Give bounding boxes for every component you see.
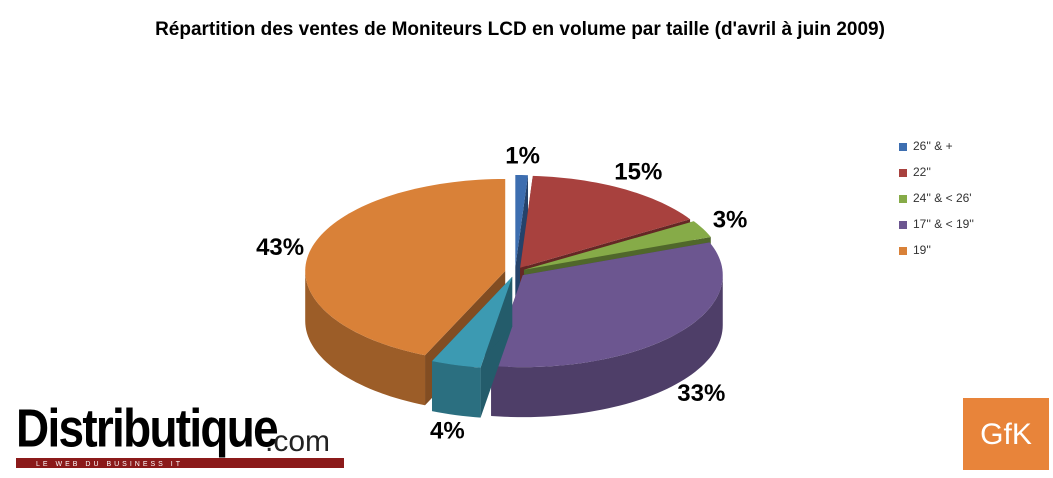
logo-tagline: LE WEB DU BUSINESS IT bbox=[36, 461, 183, 468]
gfk-logo: GfK bbox=[963, 398, 1049, 470]
legend-label: 24'' & < 26' bbox=[913, 191, 972, 205]
data-label: 15% bbox=[614, 159, 662, 186]
slice-side bbox=[491, 275, 723, 418]
legend-swatch bbox=[899, 247, 907, 255]
logo-text: Distributique bbox=[16, 398, 278, 458]
legend-swatch bbox=[899, 143, 907, 151]
slice bbox=[515, 175, 529, 318]
slice-top bbox=[523, 221, 711, 270]
slice-top bbox=[520, 175, 691, 268]
slice bbox=[431, 276, 513, 418]
data-label: 43% bbox=[256, 234, 304, 261]
legend-label: 19'' bbox=[913, 243, 931, 257]
gfk-text: GfK bbox=[980, 418, 1032, 451]
slice bbox=[491, 242, 723, 418]
logo-bar bbox=[16, 458, 344, 468]
slice-top bbox=[305, 178, 506, 356]
slice-cut-face bbox=[515, 175, 529, 318]
slice-side bbox=[431, 361, 481, 418]
legend-swatch bbox=[899, 169, 907, 177]
data-label: 33% bbox=[677, 380, 725, 407]
data-label: 1% bbox=[505, 142, 540, 169]
legend-swatch bbox=[899, 195, 907, 203]
logo-suffix: .com bbox=[265, 425, 330, 458]
legend-label: 22'' bbox=[913, 165, 931, 179]
slice-top bbox=[515, 175, 529, 268]
gfk-box bbox=[963, 398, 1049, 470]
slice-top bbox=[431, 276, 513, 368]
data-label: 4% bbox=[430, 418, 465, 445]
legend-label: 26'' & + bbox=[913, 139, 953, 153]
slice-top bbox=[491, 242, 723, 368]
legend-swatch bbox=[899, 221, 907, 229]
data-label: 3% bbox=[713, 206, 748, 233]
slice-side bbox=[305, 270, 426, 406]
legend-label: 17'' & < 19'' bbox=[913, 217, 974, 231]
distributique-logo: Distributique .com LE WEB DU BUSINESS IT bbox=[16, 398, 344, 468]
chart-title: Répartition des ventes de Moniteurs LCD … bbox=[155, 19, 885, 40]
